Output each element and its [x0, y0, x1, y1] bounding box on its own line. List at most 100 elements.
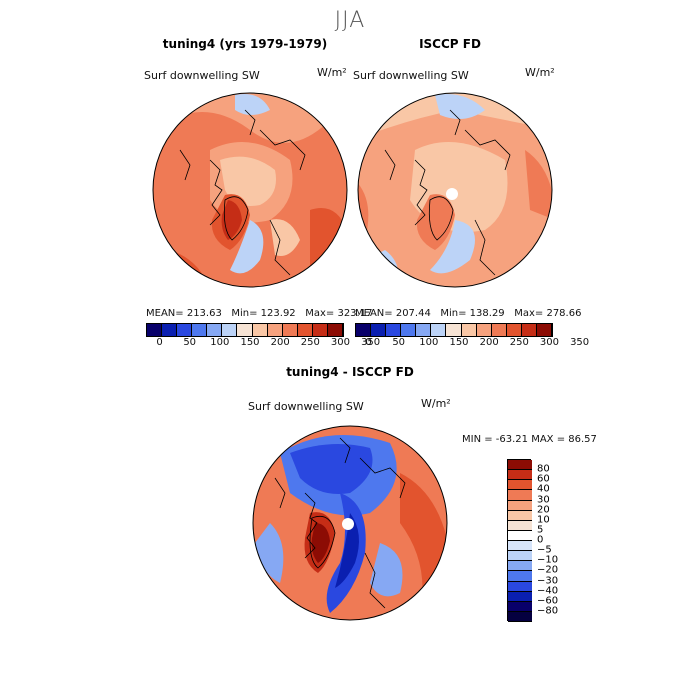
colorbar-tick-label: 250 — [509, 337, 529, 348]
colorbar-tick-label: 200 — [479, 337, 499, 348]
colorbar-cell — [416, 324, 432, 336]
colorbar-cell — [446, 324, 462, 336]
colorbar-tick-label: 100 — [419, 337, 439, 348]
panel3-variable-label: Surf downwelling SW — [248, 400, 364, 413]
colorbar-cell — [282, 324, 298, 336]
panel1-units-label: W/m² — [317, 66, 347, 79]
colorbar-cell — [508, 460, 532, 471]
colorbar-tick-label: −5 — [537, 544, 552, 556]
panel1-title: tuning4 (yrs 1979-1979) — [162, 37, 328, 51]
colorbar-cell — [222, 324, 238, 336]
panel1-stats: MEAN= 213.63 Min= 123.92 Max= 323.17 — [146, 308, 372, 319]
colorbar-cell — [508, 490, 532, 501]
colorbar-cell — [371, 324, 387, 336]
colorbar-cell — [476, 324, 492, 336]
panel3-colorbar — [507, 459, 532, 622]
colorbar-cell — [491, 324, 507, 336]
colorbar-cell — [177, 324, 193, 336]
colorbar-tick-label: −60 — [537, 595, 559, 607]
colorbar-cell — [508, 541, 532, 552]
panel2-units-label: W/m² — [525, 66, 555, 79]
panel1-mean: MEAN= 213.63 — [146, 308, 222, 319]
colorbar-cell — [162, 324, 178, 336]
colorbar-cell — [192, 324, 208, 336]
colorbar-cell — [508, 591, 532, 602]
panel3-colorbar-ticks: 80 60 40 30 20 10 5 0 −5 −10 −20 −30 −40 −60 −80 — [507, 459, 587, 621]
colorbar-tick-label: 250 — [300, 337, 320, 348]
colorbar-cell — [506, 324, 522, 336]
colorbar-cell — [147, 324, 163, 336]
panel3-polar-map — [252, 425, 448, 621]
panel1-polar-map — [152, 92, 348, 288]
colorbar-cell — [508, 470, 532, 481]
colorbar-tick-label: 0 — [537, 534, 544, 546]
colorbar-tick-label: 150 — [240, 337, 260, 348]
colorbar-cell — [237, 324, 253, 336]
colorbar-tick-label: 20 — [537, 504, 550, 516]
colorbar-tick-label: 150 — [449, 337, 469, 348]
colorbar-tick-label: −20 — [537, 564, 559, 576]
colorbar-cell — [508, 551, 532, 562]
colorbar-cell — [267, 324, 283, 336]
colorbar-cell — [252, 324, 268, 336]
colorbar-tick-label: −10 — [537, 554, 559, 566]
colorbar-tick-label: −80 — [537, 605, 559, 617]
colorbar-tick-label: 40 — [537, 483, 550, 495]
panel2-colorbar — [355, 323, 553, 337]
colorbar-cell — [327, 324, 343, 336]
colorbar-tick-label: 0 — [156, 337, 163, 348]
colorbar-tick-label: 60 — [537, 473, 550, 485]
panel1-max: Max= 323.17 — [305, 308, 373, 319]
colorbar-tick-label: 350 — [361, 337, 381, 348]
panel2-title: ISCCP FD — [419, 37, 481, 51]
colorbar-cell — [297, 324, 313, 336]
colorbar-tick-label: 50 — [183, 337, 197, 348]
colorbar-cell — [401, 324, 417, 336]
colorbar-tick-label: 100 — [210, 337, 230, 348]
season-title: JJA — [334, 8, 366, 33]
panel2-mean: MEAN= 207.44 — [355, 308, 431, 319]
colorbar-cell — [521, 324, 537, 336]
colorbar-cell — [508, 601, 532, 612]
colorbar-cell — [508, 571, 532, 582]
panel3-minmax: MIN = -63.21 MAX = 86.57 — [462, 434, 597, 445]
colorbar-tick-label: −40 — [537, 585, 559, 597]
panel2-variable-label: Surf downwelling SW — [353, 69, 469, 82]
colorbar-cell — [461, 324, 477, 336]
colorbar-cell — [431, 324, 447, 336]
colorbar-tick-label: 350 — [570, 337, 590, 348]
colorbar-cell — [508, 561, 532, 572]
panel2-polar-map — [357, 92, 553, 288]
colorbar-cell — [386, 324, 402, 336]
colorbar-tick-label: 300 — [539, 337, 559, 348]
colorbar-cell — [508, 520, 532, 531]
colorbar-cell — [312, 324, 328, 336]
colorbar-tick-label: 300 — [330, 337, 350, 348]
panel2-stats: MEAN= 207.44 Min= 138.29 Max= 278.66 — [355, 308, 581, 319]
colorbar-tick-label: 30 — [537, 494, 550, 505]
colorbar-cell — [356, 324, 372, 336]
colorbar-tick-label: 5 — [537, 524, 544, 536]
colorbar-tick-label: −30 — [537, 575, 559, 586]
panel1-min: Min= 123.92 — [231, 308, 296, 319]
colorbar-cell — [508, 480, 532, 491]
panel2-min: Min= 138.29 — [440, 308, 505, 319]
colorbar-cell — [508, 500, 532, 511]
panel1-variable-label: Surf downwelling SW — [144, 69, 260, 82]
panel1-colorbar — [146, 323, 344, 337]
colorbar-tick-label: 200 — [270, 337, 290, 348]
colorbar-tick-label: 80 — [537, 463, 550, 475]
panel2-colorbar-ticks: 0 50 100 150 200 250 300 350 — [355, 337, 589, 351]
colorbar-cell — [536, 324, 552, 336]
colorbar-tick-label: 50 — [392, 337, 406, 348]
panel3-title: tuning4 - ISCCP FD — [286, 365, 414, 379]
colorbar-tick-label: 0 — [365, 337, 372, 348]
panel2-max: Max= 278.66 — [514, 308, 582, 319]
colorbar-tick-label: 10 — [537, 514, 550, 526]
panel3-units-label: W/m² — [421, 397, 451, 410]
colorbar-cell — [508, 510, 532, 521]
colorbar-cell — [508, 530, 532, 541]
panel1-colorbar-ticks: 0 50 100 150 200 250 300 350 — [146, 337, 380, 351]
colorbar-cell — [508, 611, 532, 622]
colorbar-cell — [207, 324, 223, 336]
